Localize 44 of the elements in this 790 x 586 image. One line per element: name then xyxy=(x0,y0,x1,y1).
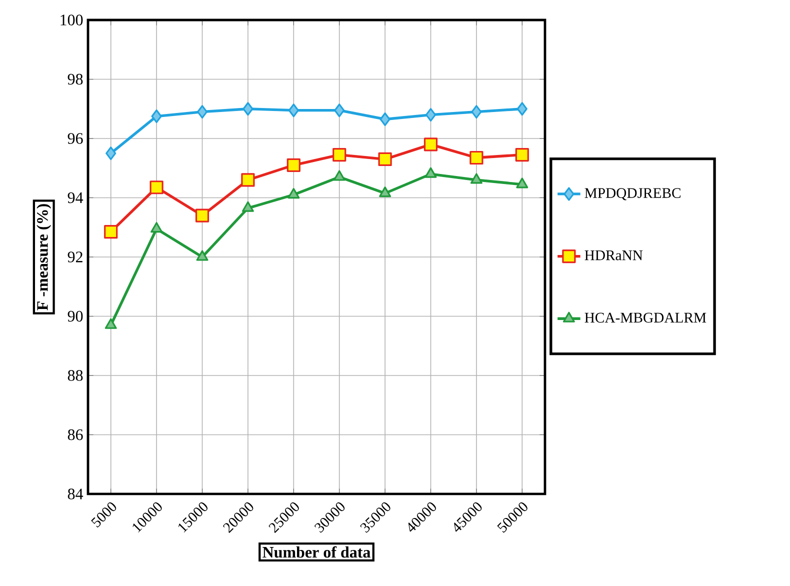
point xyxy=(334,104,345,118)
y-tick-label: 94 xyxy=(68,192,84,204)
point xyxy=(151,109,162,124)
point xyxy=(104,318,117,329)
point xyxy=(516,102,528,116)
point xyxy=(150,222,163,233)
y-tick-label: 86 xyxy=(68,429,83,440)
point xyxy=(242,201,254,212)
point xyxy=(150,180,164,194)
point xyxy=(471,105,482,119)
point xyxy=(286,158,300,172)
point xyxy=(288,188,300,199)
y-tick-label: 100 xyxy=(60,14,83,26)
y-tick-label: 84 xyxy=(68,488,84,500)
point xyxy=(241,173,255,187)
y-tick-label: 96 xyxy=(68,133,83,144)
point xyxy=(425,108,436,122)
legend-label: HDRaNN xyxy=(584,250,643,260)
point xyxy=(288,104,299,118)
point xyxy=(195,208,210,222)
y-tick-label: 92 xyxy=(68,252,82,262)
point xyxy=(470,150,484,165)
point xyxy=(424,167,437,178)
point xyxy=(380,112,390,126)
point xyxy=(516,178,528,188)
y-tick-label: 98 xyxy=(68,74,83,85)
point xyxy=(424,138,438,152)
legend-label: HCA-MBGDALRM xyxy=(584,312,706,323)
point xyxy=(333,170,346,181)
y-axis-title: F -measure (%) xyxy=(36,204,52,310)
point xyxy=(378,152,392,166)
point xyxy=(242,102,254,116)
point xyxy=(196,105,208,119)
point xyxy=(470,173,482,184)
point xyxy=(106,146,116,160)
y-tick-label: 90 xyxy=(68,310,83,322)
point xyxy=(104,225,118,239)
legend-label: MPDQDJREBC xyxy=(584,188,680,200)
point xyxy=(379,186,392,198)
y-tick-label: 88 xyxy=(68,370,83,381)
point xyxy=(332,148,346,162)
x-axis-title: Number of data xyxy=(262,546,370,558)
point xyxy=(196,250,208,261)
point xyxy=(515,148,529,162)
